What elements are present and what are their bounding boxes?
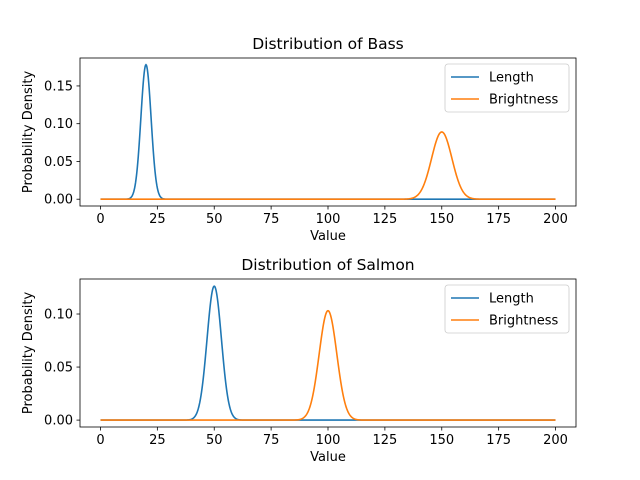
x-tick-label: 75 xyxy=(263,433,280,448)
x-tick-label: 175 xyxy=(486,212,511,227)
x-tick-label: 125 xyxy=(372,212,397,227)
x-tick-label: 125 xyxy=(372,433,397,448)
y-axis-label: Probability Density xyxy=(21,292,36,415)
legend-label-brightness: Brightness xyxy=(489,93,558,108)
legend-label-length: Length xyxy=(489,71,534,86)
x-tick-label: 200 xyxy=(543,433,568,448)
y-axis-label: Probability Density xyxy=(21,71,36,194)
x-tick-label: 0 xyxy=(96,433,104,448)
x-tick-label: 25 xyxy=(149,212,166,227)
y-tick-label: 0.05 xyxy=(44,361,73,376)
y-tick-label: 0.10 xyxy=(44,308,73,323)
subplot-2: 0 25 50 75 100 125 150 175 200 0.00 0.05 0.10 Distri… xyxy=(21,256,577,465)
y-tick-label: 0.00 xyxy=(44,193,73,208)
y-tick-label: 0.10 xyxy=(44,117,73,132)
x-axis-label: Value xyxy=(310,229,346,244)
x-tick-label: 50 xyxy=(206,433,223,448)
legend: Length Brightness xyxy=(444,284,570,334)
x-tick-label: 175 xyxy=(486,433,511,448)
legend-label-brightness: Brightness xyxy=(489,314,558,329)
y-tick-label: 0.00 xyxy=(44,414,73,429)
x-tick-label: 50 xyxy=(206,212,223,227)
legend-box xyxy=(444,284,570,334)
x-tick-label: 100 xyxy=(316,433,341,448)
y-tick-label: 0.05 xyxy=(44,155,73,170)
legend-box xyxy=(444,63,570,113)
x-tick-label: 0 xyxy=(96,212,104,227)
series-line-brightness xyxy=(100,309,556,421)
x-tick-label: 100 xyxy=(316,212,341,227)
subplot-1: 0 25 50 75 100 125 150 175 200 0.00 0.05 0.10 0.15 Di… xyxy=(21,35,577,244)
x-axis-label: Value xyxy=(310,450,346,465)
legend-label-length: Length xyxy=(489,292,534,307)
chart-title: Distribution of Bass xyxy=(252,35,404,53)
y-tick-label: 0.15 xyxy=(44,79,73,94)
x-tick-label: 25 xyxy=(149,433,166,448)
chart-title: Distribution of Salmon xyxy=(241,256,414,274)
x-tick-label: 150 xyxy=(429,212,454,227)
x-tick-label: 75 xyxy=(263,212,280,227)
legend: Length Brightness xyxy=(444,63,570,113)
x-tick-label: 150 xyxy=(429,433,454,448)
series-line-brightness xyxy=(100,131,556,200)
x-tick-label: 200 xyxy=(543,212,568,227)
